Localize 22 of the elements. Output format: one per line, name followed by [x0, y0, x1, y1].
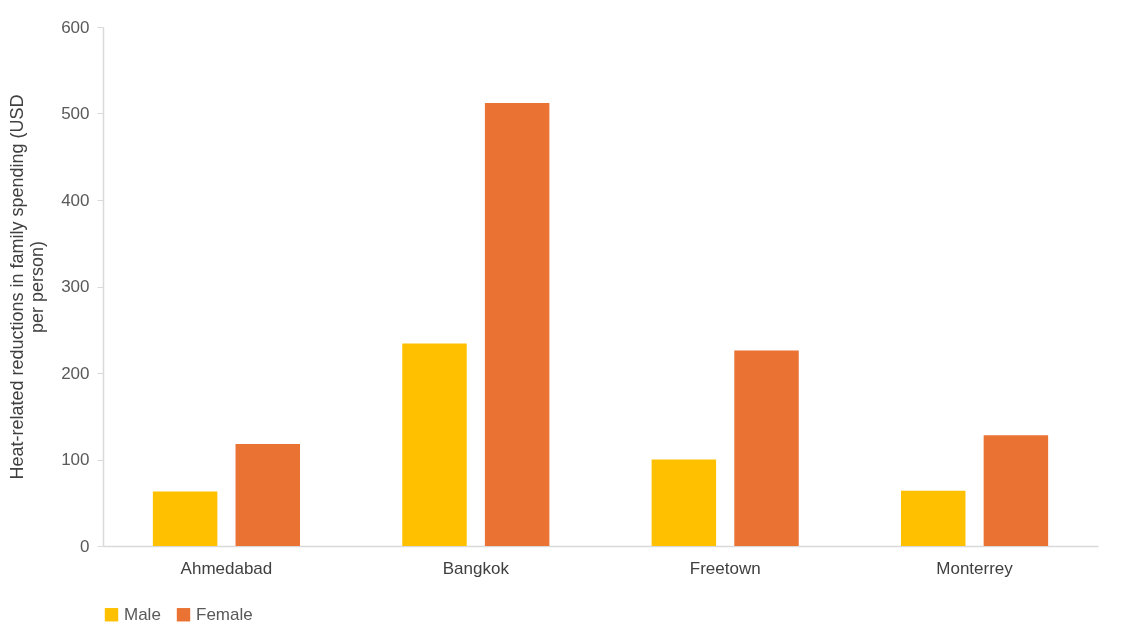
y-tick-label: 500 — [61, 104, 90, 123]
y-tick-label: 0 — [80, 536, 90, 556]
bar — [651, 459, 717, 546]
y-tick-label: 200 — [61, 363, 90, 383]
bar — [734, 350, 799, 546]
y-tick-label: 400 — [61, 190, 90, 210]
x-tick-label: Freetown — [689, 558, 761, 578]
y-tick-label: 100 — [61, 450, 90, 469]
bar — [402, 343, 467, 546]
x-tick-label: Ahmedabad — [180, 558, 273, 578]
legend-label: Male — [124, 604, 161, 624]
bar — [983, 435, 1049, 546]
bar — [484, 103, 550, 546]
bar — [900, 490, 966, 546]
y-tick-label: 600 — [61, 17, 90, 37]
x-tick-label: Monterrey — [936, 558, 1014, 578]
bar — [235, 443, 301, 546]
x-tick-label: Bangkok — [442, 558, 510, 578]
legend-label: Female — [196, 604, 253, 624]
bar — [152, 491, 218, 546]
y-tick-label: 300 — [61, 277, 90, 296]
y-axis-title: Heat-related reductions in family spending (USD per person) — [7, 94, 48, 480]
